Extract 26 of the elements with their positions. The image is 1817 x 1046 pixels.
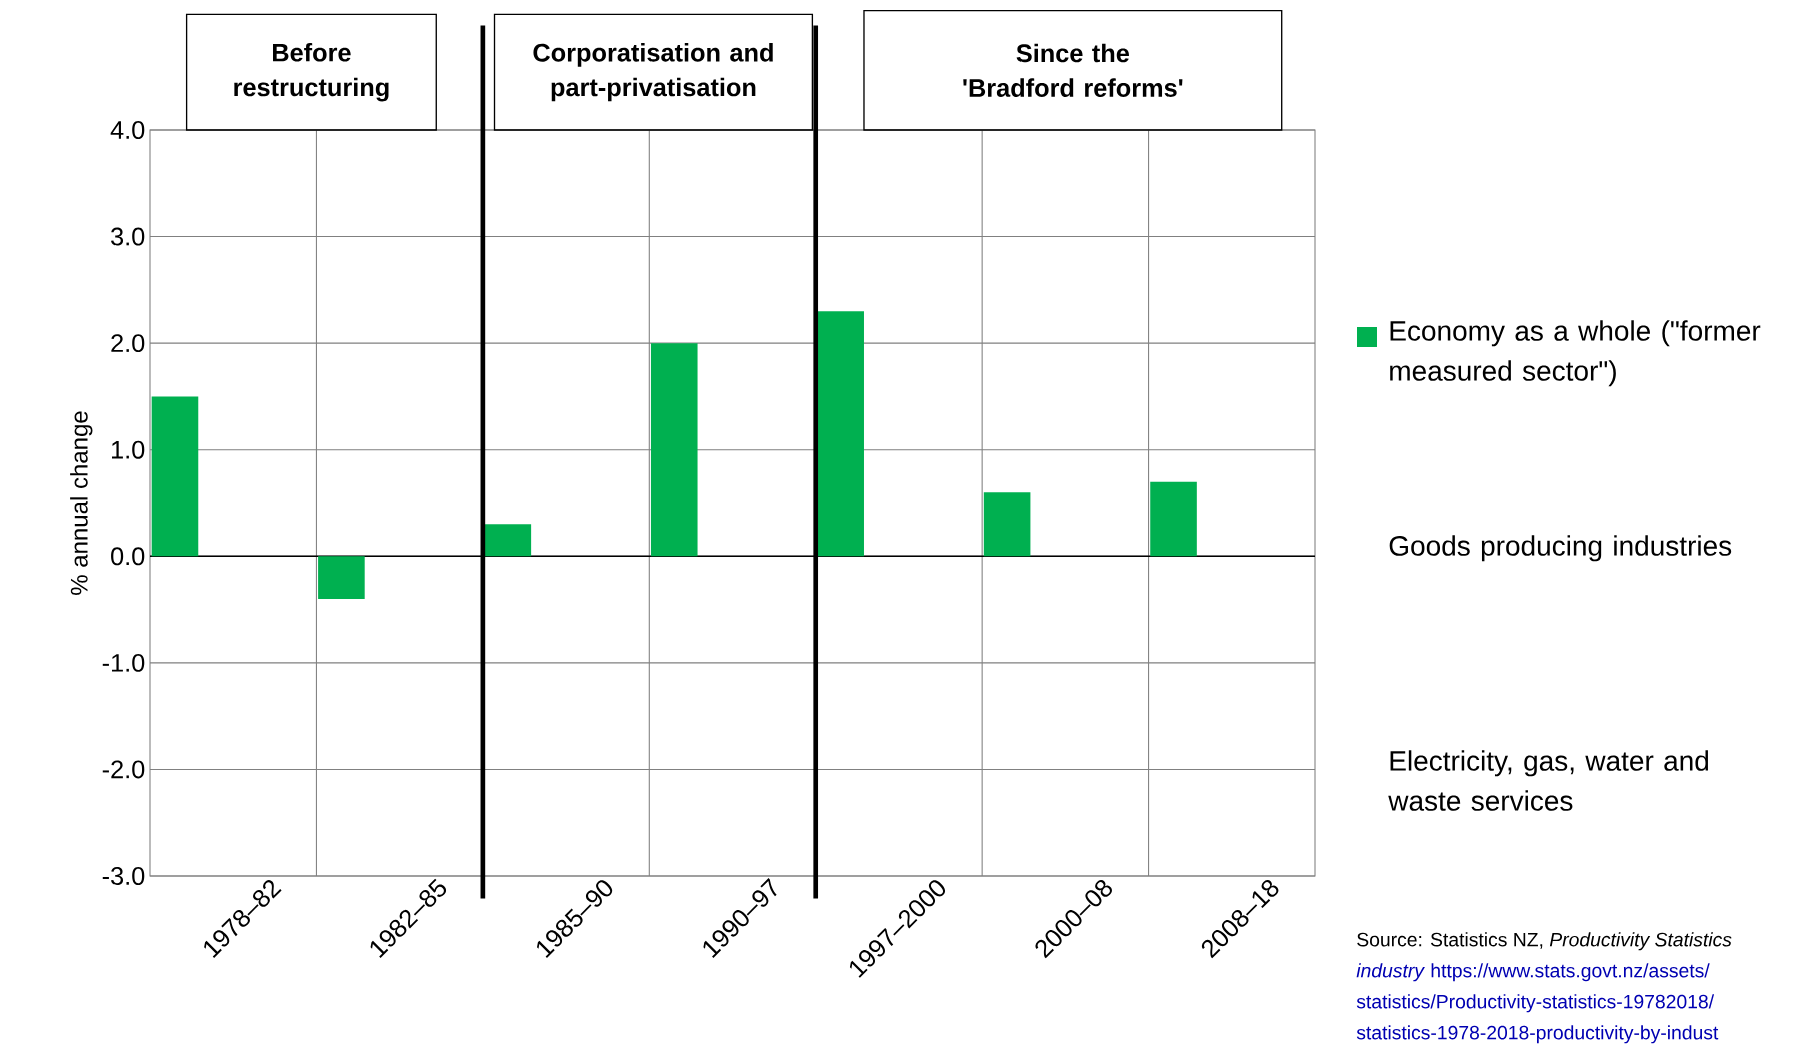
text: statistics-1978-2018-productivity-by-indust xyxy=(1356,1025,1719,1044)
y-tick-label: -3.0 xyxy=(102,867,145,885)
text: Corporatisation and part-privatisation xyxy=(533,43,773,102)
y-tick-label: -2.0 xyxy=(102,760,145,779)
text: statistics/Productivity-statistics-19782018/ xyxy=(1356,994,1715,1013)
y-tick-label: 3.0 xyxy=(111,227,145,246)
text: Before restructuring xyxy=(234,42,389,102)
y-tick-label: 0.0 xyxy=(111,547,145,566)
bar xyxy=(151,396,199,557)
bar xyxy=(650,343,698,557)
y-axis-title: % annual change xyxy=(70,411,93,595)
bar xyxy=(484,524,532,557)
text: Electricity, gas, water and waste services xyxy=(1388,750,1709,811)
text: Goods producing industries xyxy=(1389,535,1732,562)
y-tick-label: 4.0 xyxy=(110,121,145,139)
bar xyxy=(318,556,365,599)
bar xyxy=(817,311,864,557)
y-tick-label: 1.0 xyxy=(112,440,145,459)
bar xyxy=(983,492,1031,557)
y-tick-label: 2.0 xyxy=(111,334,145,353)
y-tick-label: -1.0 xyxy=(102,653,145,672)
text: Since the 'Bradford reforms' xyxy=(963,43,1183,97)
legend-label: Economy as a whole ("former measured sector") xyxy=(1390,320,1761,387)
text: industry https://www.stats.govt.nz/assets/ xyxy=(1356,963,1710,982)
source-note: Source: Statistics NZ, Productivity Statistics xyxy=(1357,932,1732,951)
bar xyxy=(1150,481,1197,557)
